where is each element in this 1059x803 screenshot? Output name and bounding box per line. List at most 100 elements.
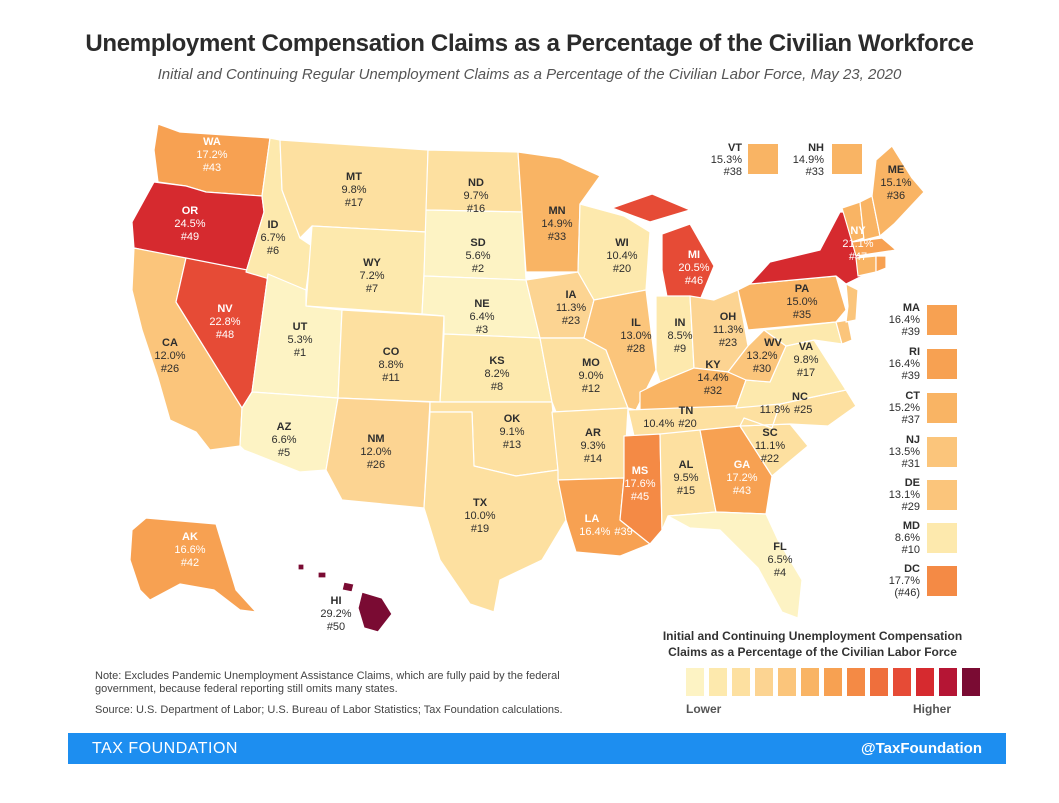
label-nd-value: 9.7% <box>463 190 488 202</box>
label-ne: NE 6.4% #3 <box>469 298 494 336</box>
legend-swatch-7 <box>824 668 842 696</box>
state-nj <box>845 283 859 323</box>
label-ca: CA 12.0% #26 <box>154 337 185 375</box>
label-al-rank: #15 <box>677 485 695 497</box>
legend-swatch-1 <box>686 668 704 696</box>
label-tx-value: 10.0% <box>464 510 495 522</box>
legend-swatch-3 <box>732 668 750 696</box>
label-me-value: 15.1% <box>880 177 911 189</box>
label-ia: IA 11.3% #23 <box>556 289 587 327</box>
label-az: AZ 6.6% #5 <box>271 421 296 459</box>
swatch-md <box>927 523 957 553</box>
label-nc-rank: #25 <box>794 404 812 416</box>
label-nv-value: 22.8% <box>209 316 240 328</box>
swatch-ma <box>927 305 957 335</box>
state-ak <box>129 517 257 613</box>
label-ca-value: 12.0% <box>154 350 185 362</box>
label-mt: MT 9.8% #17 <box>341 171 366 209</box>
label-mt-abbr: MT <box>346 171 362 183</box>
side-md-value: 8.6% <box>894 532 920 544</box>
legend-low-label: Lower <box>686 702 722 716</box>
label-wa-rank: #43 <box>203 162 221 174</box>
label-ky-rank: #32 <box>704 385 722 397</box>
label-wy: WY 7.2% #7 <box>359 257 384 295</box>
state-nm <box>325 397 431 509</box>
state-tx <box>423 411 567 613</box>
side-ri-rank: #39 <box>901 370 920 382</box>
state-ri <box>875 255 887 273</box>
legend-swatch-5 <box>778 668 796 696</box>
label-hi: HI 29.2% #50 <box>320 595 351 633</box>
label-sc-abbr: SC <box>762 427 777 439</box>
label-ne-rank: #3 <box>476 324 488 336</box>
label-ks-rank: #8 <box>491 381 503 393</box>
footer-bar: TAX FOUNDATION @TaxFoundation <box>68 733 1006 764</box>
label-ok-abbr: OK <box>504 413 521 425</box>
label-me: ME 15.1% #36 <box>880 164 911 202</box>
label-ia-value: 11.3% <box>556 302 587 314</box>
label-nd-rank: #16 <box>467 203 485 215</box>
label-ne-value: 6.4% <box>469 311 494 323</box>
label-tn-value: 10.4% <box>643 418 674 430</box>
side-ma-value: 16.4% <box>888 314 920 326</box>
footer-brand: TAX FOUNDATION <box>92 740 238 757</box>
side-de-abbr: DE <box>904 477 920 489</box>
side-vt-rank: #38 <box>723 166 742 178</box>
label-pa-value: 15.0% <box>786 296 817 308</box>
state-hi-kauai <box>297 563 305 571</box>
label-ny-rank: #47 <box>849 251 867 263</box>
side-ct: CT 15.2% #37 <box>830 390 920 426</box>
label-va: VA 9.8% #17 <box>793 341 818 379</box>
swatch-ct <box>927 393 957 423</box>
state-me <box>871 145 925 237</box>
label-nv-rank: #48 <box>216 329 234 341</box>
label-mt-rank: #17 <box>345 197 363 209</box>
label-in-rank: #9 <box>674 343 686 355</box>
label-ut-rank: #1 <box>294 347 306 359</box>
state-hi-big <box>357 591 393 633</box>
label-me-rank: #36 <box>887 190 905 202</box>
label-fl-abbr: FL <box>773 541 787 553</box>
legend-swatch-9 <box>870 668 888 696</box>
chart-title: Unemployment Compensation Claims as a Pe… <box>85 30 974 57</box>
label-ok: OK 9.1% #13 <box>499 413 524 451</box>
label-fl: FL 6.5% #4 <box>767 541 792 579</box>
label-nd: ND 9.7% #16 <box>463 177 488 215</box>
label-il: IL 13.0% #28 <box>620 317 651 355</box>
label-nm: NM 12.0% #26 <box>360 433 391 471</box>
side-ma: MA 16.4% #39 <box>830 302 920 338</box>
label-la-value: 16.4% <box>579 526 610 538</box>
swatch-nh <box>832 144 862 174</box>
label-tn: TN 10.4% #20 <box>643 405 697 430</box>
label-ga-rank: #43 <box>733 485 751 497</box>
side-de-rank: #29 <box>901 501 920 513</box>
label-ms-abbr: MS <box>632 465 649 477</box>
label-al-abbr: AL <box>679 459 694 471</box>
label-wi-rank: #20 <box>613 263 631 275</box>
label-sd-abbr: SD <box>470 237 485 249</box>
label-wy-value: 7.2% <box>359 270 384 282</box>
label-oh: OH 11.3% #23 <box>713 311 744 349</box>
label-mi-abbr: MI <box>688 249 700 261</box>
label-al: AL 9.5% #15 <box>673 459 698 497</box>
footer-handle[interactable]: @TaxFoundation <box>860 740 982 757</box>
label-ks: KS 8.2% #8 <box>484 355 509 393</box>
side-md-abbr: MD <box>902 520 920 532</box>
swatch-dc <box>927 566 957 596</box>
label-ut-abbr: UT <box>293 321 308 333</box>
side-de: DE 13.1% #29 <box>830 477 920 513</box>
label-co-rank: #11 <box>382 372 400 384</box>
legend-color-scale <box>686 668 980 696</box>
label-in: IN 8.5% #9 <box>667 317 692 355</box>
label-ak: AK 16.6% #42 <box>174 531 205 569</box>
label-mn-rank: #33 <box>548 231 566 243</box>
side-nh-abbr: NH <box>808 142 824 154</box>
label-ak-rank: #42 <box>181 557 199 569</box>
label-wa: WA 17.2% #43 <box>196 136 227 174</box>
state-de <box>835 319 853 345</box>
side-nj-value: 13.5% <box>888 446 920 458</box>
label-mi-rank: #46 <box>685 275 703 287</box>
label-mi: MI 20.5% #46 <box>678 249 709 287</box>
label-ia-rank: #23 <box>562 315 580 327</box>
swatch-nj <box>927 437 957 467</box>
